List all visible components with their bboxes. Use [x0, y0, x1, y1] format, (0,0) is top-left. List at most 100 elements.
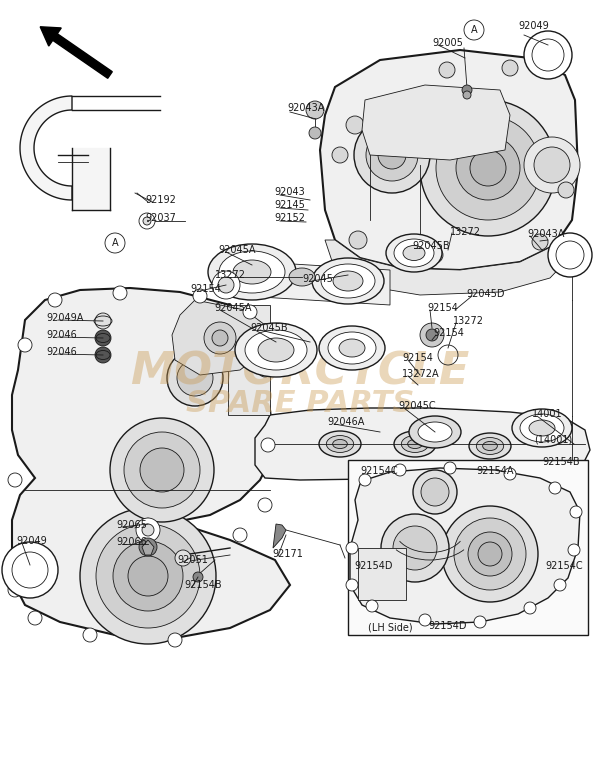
- Ellipse shape: [529, 420, 555, 436]
- Circle shape: [419, 614, 431, 626]
- Text: 92005: 92005: [432, 38, 463, 48]
- Text: 92045B: 92045B: [250, 323, 287, 333]
- Polygon shape: [142, 540, 154, 555]
- Circle shape: [420, 323, 444, 347]
- Circle shape: [193, 289, 207, 303]
- Polygon shape: [362, 85, 510, 160]
- Polygon shape: [228, 305, 270, 415]
- Circle shape: [258, 363, 272, 377]
- Text: 13272: 13272: [453, 316, 484, 326]
- Circle shape: [140, 448, 184, 492]
- Text: 14001: 14001: [532, 409, 563, 419]
- Polygon shape: [320, 50, 578, 270]
- Ellipse shape: [312, 258, 384, 304]
- Circle shape: [534, 147, 570, 183]
- Circle shape: [366, 129, 418, 181]
- Ellipse shape: [326, 436, 353, 453]
- Circle shape: [349, 231, 367, 249]
- Ellipse shape: [418, 422, 452, 442]
- Circle shape: [95, 313, 111, 329]
- Ellipse shape: [219, 251, 285, 293]
- Text: 92154A: 92154A: [476, 466, 514, 476]
- Circle shape: [558, 182, 574, 198]
- Circle shape: [570, 506, 582, 518]
- Text: 92046: 92046: [46, 330, 77, 340]
- Circle shape: [393, 526, 437, 570]
- Ellipse shape: [394, 239, 434, 267]
- Circle shape: [381, 514, 449, 582]
- Text: 92066: 92066: [116, 537, 147, 547]
- Circle shape: [177, 360, 213, 396]
- Circle shape: [113, 541, 183, 611]
- Text: 92065: 92065: [116, 520, 147, 530]
- Polygon shape: [12, 288, 290, 638]
- Ellipse shape: [394, 431, 436, 457]
- Circle shape: [142, 524, 154, 536]
- Circle shape: [444, 462, 456, 474]
- Ellipse shape: [409, 416, 461, 448]
- Circle shape: [454, 518, 526, 590]
- Circle shape: [549, 482, 561, 494]
- Text: 92049: 92049: [518, 21, 549, 31]
- Text: 92051: 92051: [177, 555, 208, 565]
- Text: A: A: [470, 25, 478, 35]
- Bar: [348, 460, 588, 635]
- Text: MOTORCYCLE: MOTORCYCLE: [130, 350, 470, 394]
- Text: 92045A: 92045A: [214, 303, 251, 313]
- Text: 92154B: 92154B: [542, 457, 580, 467]
- Polygon shape: [273, 524, 286, 548]
- Circle shape: [212, 330, 228, 346]
- Text: 92152: 92152: [274, 213, 305, 223]
- Text: 92045A: 92045A: [218, 245, 256, 255]
- Text: 92192: 92192: [145, 195, 176, 205]
- Circle shape: [366, 600, 378, 612]
- Circle shape: [48, 293, 62, 307]
- Text: 13272: 13272: [215, 270, 246, 280]
- Text: 92154C: 92154C: [545, 561, 583, 571]
- Circle shape: [427, 247, 443, 263]
- Ellipse shape: [339, 339, 365, 357]
- Circle shape: [136, 518, 160, 542]
- Circle shape: [80, 508, 216, 644]
- Polygon shape: [255, 408, 590, 482]
- Bar: [358, 548, 406, 600]
- Ellipse shape: [333, 271, 363, 291]
- Ellipse shape: [321, 264, 375, 298]
- Text: 92154B: 92154B: [184, 580, 221, 590]
- Text: 13272: 13272: [450, 227, 481, 237]
- Ellipse shape: [332, 439, 347, 449]
- Ellipse shape: [208, 244, 296, 300]
- Circle shape: [378, 141, 406, 169]
- Circle shape: [346, 116, 364, 134]
- Text: 92045C: 92045C: [398, 401, 436, 411]
- Circle shape: [218, 277, 234, 293]
- Circle shape: [346, 579, 358, 591]
- Circle shape: [168, 633, 182, 647]
- Circle shape: [436, 116, 540, 220]
- Text: 92154D: 92154D: [354, 561, 392, 571]
- Circle shape: [96, 524, 200, 628]
- Polygon shape: [350, 468, 580, 624]
- Circle shape: [554, 579, 566, 591]
- Circle shape: [143, 217, 151, 225]
- Circle shape: [421, 478, 449, 506]
- Text: 92046A: 92046A: [327, 417, 364, 427]
- Circle shape: [2, 542, 58, 598]
- Circle shape: [167, 350, 223, 406]
- Polygon shape: [228, 260, 390, 305]
- Circle shape: [306, 101, 324, 119]
- FancyArrow shape: [40, 27, 112, 78]
- Circle shape: [532, 234, 548, 250]
- Circle shape: [83, 628, 97, 642]
- Text: 92043A: 92043A: [287, 103, 325, 113]
- Text: 92045: 92045: [302, 274, 333, 284]
- Circle shape: [354, 117, 430, 193]
- Circle shape: [439, 62, 455, 78]
- Ellipse shape: [469, 433, 511, 459]
- Ellipse shape: [482, 442, 497, 450]
- Circle shape: [502, 60, 518, 76]
- Circle shape: [548, 233, 592, 277]
- Circle shape: [139, 538, 157, 556]
- Circle shape: [18, 338, 32, 352]
- Text: 92037: 92037: [145, 213, 176, 223]
